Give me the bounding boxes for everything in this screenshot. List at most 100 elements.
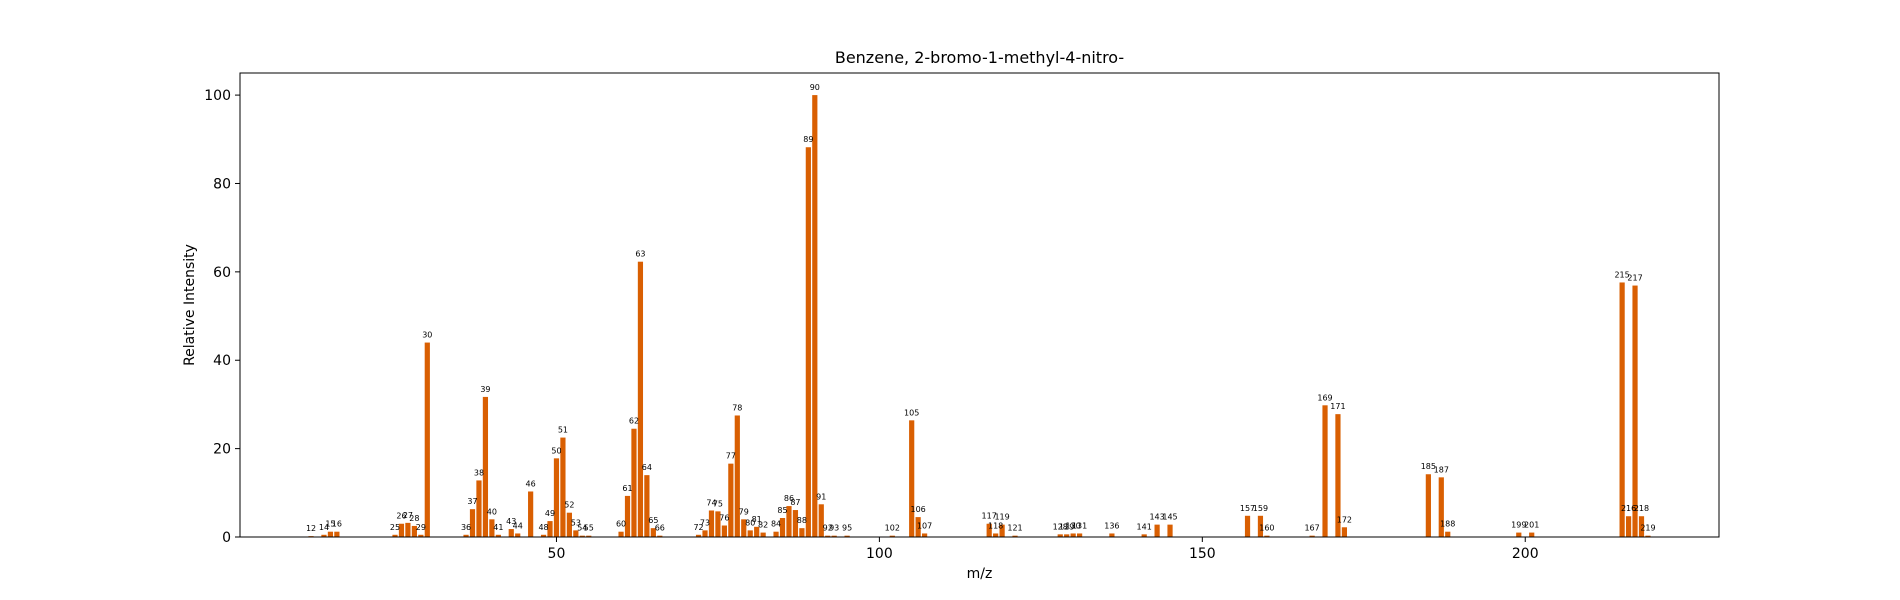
- peak-label-55: 55: [584, 524, 594, 533]
- peak-label-41: 41: [493, 523, 503, 532]
- peak-bar-89: [805, 147, 811, 538]
- peak-label-86: 86: [784, 494, 794, 503]
- y-tick-label-0: 0: [222, 530, 231, 546]
- peak-bar-119: [999, 524, 1005, 537]
- peak-bar-107: [922, 533, 928, 537]
- peak-bar-199: [1516, 532, 1522, 537]
- peak-bar-201: [1529, 532, 1535, 537]
- peak-bar-80: [747, 530, 753, 537]
- peak-bar-30: [424, 342, 430, 537]
- peak-label-15: 15: [325, 520, 335, 529]
- peak-bar-131: [1077, 533, 1083, 537]
- peak-bar-121: [1012, 535, 1018, 537]
- peak-label-106: 106: [911, 505, 926, 514]
- plot-frame: [239, 72, 1720, 538]
- peak-label-65: 65: [648, 516, 658, 525]
- peak-bar-75: [715, 511, 721, 537]
- peak-label-60: 60: [616, 520, 626, 529]
- y-tick-label-100: 100: [204, 88, 231, 104]
- peak-bar-215: [1619, 282, 1625, 537]
- peak-label-37: 37: [467, 497, 477, 506]
- peak-bar-27: [405, 522, 411, 537]
- peak-label-43: 43: [506, 517, 516, 526]
- peak-label-130: 130: [1066, 521, 1081, 530]
- x-tick-label-150: 150: [1189, 546, 1216, 562]
- peak-label-159: 159: [1253, 504, 1268, 513]
- peak-label-169: 169: [1317, 393, 1332, 402]
- peak-bar-53: [573, 530, 579, 537]
- peak-label-39: 39: [480, 385, 490, 394]
- peak-label-107: 107: [917, 521, 932, 530]
- peak-label-157: 157: [1240, 504, 1255, 513]
- peak-bar-106: [915, 517, 921, 537]
- peak-label-29: 29: [416, 523, 426, 532]
- y-tick-label-80: 80: [213, 176, 231, 192]
- peak-bar-41: [495, 534, 501, 537]
- peak-label-145: 145: [1162, 513, 1177, 522]
- peak-label-51: 51: [558, 426, 568, 435]
- peak-label-118: 118: [988, 521, 1003, 530]
- peak-label-53: 53: [571, 518, 581, 527]
- peak-bar-187: [1438, 477, 1444, 537]
- peak-bar-14: [321, 534, 327, 537]
- peak-label-121: 121: [1007, 524, 1022, 533]
- peak-bar-143: [1154, 524, 1160, 537]
- chart-title: Benzene, 2-bromo-1-methyl-4-nitro-: [835, 48, 1124, 67]
- x-axis-ticks: 50 100 150 200: [548, 537, 1539, 562]
- peak-bar-48: [540, 534, 547, 537]
- peak-bar-77: [728, 463, 734, 537]
- peak-bar-95: [844, 535, 850, 537]
- peak-bar-65: [650, 528, 656, 537]
- peak-bar-73: [702, 530, 708, 537]
- y-tick-label-20: 20: [213, 442, 231, 458]
- peak-bar-216: [1625, 516, 1632, 537]
- peak-label-62: 62: [629, 417, 639, 426]
- peak-bar-91: [818, 504, 824, 537]
- peak-label-93: 93: [829, 524, 839, 533]
- peak-label-74: 74: [706, 498, 716, 507]
- peak-label-201: 201: [1524, 521, 1539, 530]
- peak-bar-105: [909, 420, 915, 537]
- peak-label-119: 119: [994, 513, 1009, 522]
- peak-bar-61: [624, 495, 631, 537]
- peak-label-84: 84: [771, 520, 781, 529]
- peak-label-89: 89: [803, 135, 813, 144]
- peak-label-129: 129: [1059, 522, 1074, 531]
- peak-label-75: 75: [713, 499, 723, 508]
- peak-bar-172: [1341, 527, 1348, 537]
- peak-bar-51: [560, 437, 566, 537]
- peak-bar-88: [799, 528, 805, 537]
- peak-label-79: 79: [739, 507, 749, 516]
- peak-bar-92: [825, 535, 831, 537]
- peak-bar-167: [1309, 535, 1315, 537]
- peak-label-102: 102: [885, 524, 900, 533]
- y-tick-label-60: 60: [213, 265, 231, 281]
- peak-bar-50: [553, 458, 560, 537]
- peak-label-48: 48: [538, 523, 548, 532]
- peak-label-88: 88: [797, 516, 807, 525]
- peak-label-64: 64: [642, 463, 652, 472]
- peak-label-188: 188: [1440, 520, 1455, 529]
- peak-label-36: 36: [461, 523, 471, 532]
- peak-label-171: 171: [1330, 402, 1345, 411]
- peak-bar-118: [993, 533, 999, 537]
- x-tick-label-200: 200: [1512, 546, 1539, 562]
- peak-label-85: 85: [777, 506, 787, 515]
- peak-label-38: 38: [474, 468, 484, 477]
- peak-bar-29: [418, 534, 424, 537]
- bars-group: [308, 95, 1651, 538]
- x-tick-label-50: 50: [548, 546, 566, 562]
- peak-bar-141: [1141, 534, 1147, 537]
- peak-bar-39: [482, 396, 489, 537]
- peak-bar-26: [398, 523, 405, 537]
- peak-bar-157: [1244, 515, 1251, 537]
- peak-bar-117: [986, 523, 992, 537]
- peak-label-218: 218: [1634, 504, 1649, 513]
- peak-label-72: 72: [693, 523, 703, 532]
- peak-label-73: 73: [700, 518, 710, 527]
- peak-bar-63: [637, 261, 644, 537]
- peak-label-199: 199: [1511, 521, 1526, 530]
- peak-label-26: 26: [396, 512, 406, 521]
